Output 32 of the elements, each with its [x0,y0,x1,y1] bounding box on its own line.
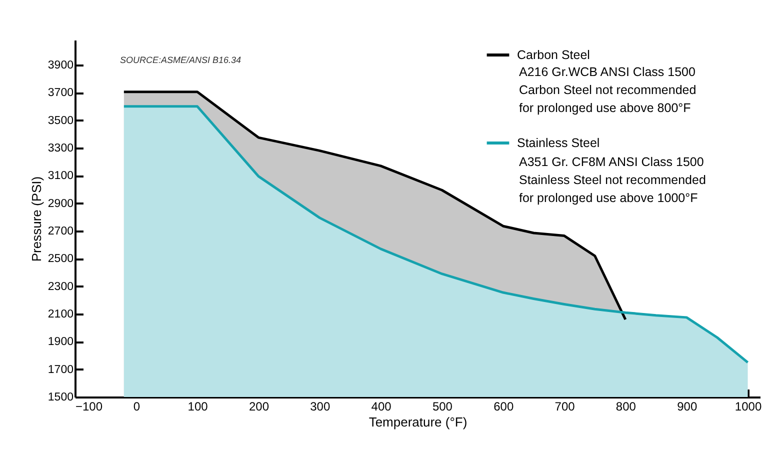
x-tick-label: 200 [248,400,270,414]
y-tick-label: 3100 [48,170,74,182]
x-tick-label: 300 [310,400,330,414]
y-tick-label: 3700 [48,87,74,100]
annotation: A216 Gr.WCB ANSI Class 1500 Carbon Steel not recommended for prolonged use above 800°F [519,65,696,115]
y-tick-label: 3900 [48,59,74,72]
y-axis-title: Pressure (PSI) [28,176,44,262]
x-tick-label: 500 [432,400,453,414]
y-tick-label: 3500 [48,114,74,127]
legend-label: Carbon Steel [517,48,590,62]
y-tick-label: 2300 [48,280,74,293]
y-tick-label: 1500 [48,392,74,404]
x-tick-label: −100 [76,400,103,414]
x-tick-label: 1000 [734,400,762,414]
y-tick-label: 1900 [48,336,74,348]
y-tick-label: 2700 [48,225,74,238]
y-tick-label: 3300 [48,142,74,154]
x-tick-label: 400 [371,400,392,414]
y-tick-label: 1700 [48,364,74,376]
x-tick-label: 100 [188,400,208,414]
annotation: SOURCE:ASME/ANSI B16.34 [120,55,242,65]
x-tick-label: 900 [677,400,698,414]
y-tick-label: 2100 [48,308,74,320]
x-tick-label: 700 [554,400,576,414]
x-tick-label: 600 [494,400,514,414]
y-tick-label: 2500 [48,253,74,266]
x-tick-label: 800 [616,400,636,414]
x-axis-title: Temperature (°F) [368,414,468,430]
y-tick-label: 2900 [48,198,74,210]
legend-label: Stainless Steel [517,136,600,150]
annotation: A351 Gr. CF8M ANSI Class 1500 Stainless Steel not recommended for prolonged use above 1000°F [519,155,706,205]
x-tick-label: 0 [133,400,140,414]
